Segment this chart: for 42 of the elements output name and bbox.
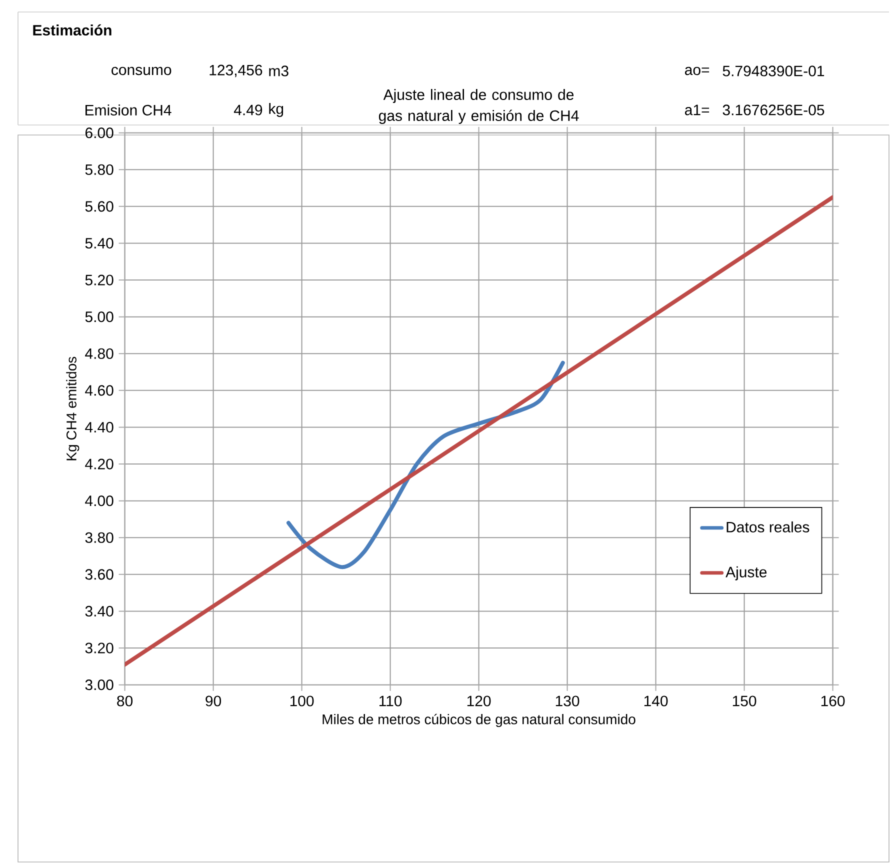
- text: a1=: [685, 104, 710, 116]
- text: m3: [269, 66, 288, 76]
- y-tick-label: 4.60: [85, 385, 114, 396]
- y-tick-label: 6.00: [86, 128, 114, 138]
- chart-title: Ajuste lineal de consumo de gas natural y emisión de CH4: [378, 88, 579, 124]
- y-tick-label: 3.80: [85, 532, 114, 543]
- y-tick-label: 5.40: [85, 238, 114, 249]
- y-tick-label: 3.60: [85, 569, 114, 580]
- x-tick-label: 110: [379, 696, 402, 706]
- x-tick-label: 160: [821, 696, 845, 706]
- x-tick-label: 100: [290, 696, 314, 706]
- text: 3.1676256E-05: [722, 104, 824, 116]
- x-tick-label: 130: [556, 696, 580, 706]
- text: Emision CH4: [86, 104, 172, 116]
- y-tick-label: 5.60: [85, 201, 114, 212]
- x-tick-label: 140: [644, 696, 668, 706]
- text: 4.49: [234, 104, 262, 116]
- y-tick-label: 3.20: [85, 642, 114, 654]
- line-series: [286, 360, 565, 570]
- x-tick-label: 120: [467, 696, 491, 706]
- y-tick-label: 5.80: [85, 164, 114, 175]
- text: kg: [269, 102, 284, 117]
- text: ao=: [685, 66, 710, 76]
- y-tick-label: 3.40: [85, 606, 114, 617]
- y-tick-label: 4.20: [85, 458, 114, 470]
- text: 123,456: [210, 64, 262, 78]
- y-tick-label: 4.00: [85, 496, 114, 506]
- x-tick-label: 80: [117, 696, 133, 706]
- legend-label: Ajuste: [726, 566, 767, 580]
- y-axis-title: Kg CH4 emitidos: [66, 356, 80, 460]
- x-axis-title: Miles de metros cúbicos de gas natural consumido: [322, 714, 636, 728]
- text: Estimación: [33, 24, 112, 36]
- y-tick-label: 3.00: [85, 680, 114, 690]
- text: 5.7948390E-01: [722, 66, 824, 76]
- x-tick-label: 90: [206, 696, 222, 706]
- y-tick-label: 5.20: [85, 274, 114, 286]
- y-tick-label: 5.00: [85, 312, 114, 322]
- legend-label: Datos reales: [726, 521, 810, 532]
- y-tick-label: 4.40: [85, 422, 114, 433]
- y-tick-label: 4.80: [85, 348, 114, 359]
- text: consumo: [112, 66, 172, 76]
- x-tick-label: 150: [732, 696, 756, 706]
